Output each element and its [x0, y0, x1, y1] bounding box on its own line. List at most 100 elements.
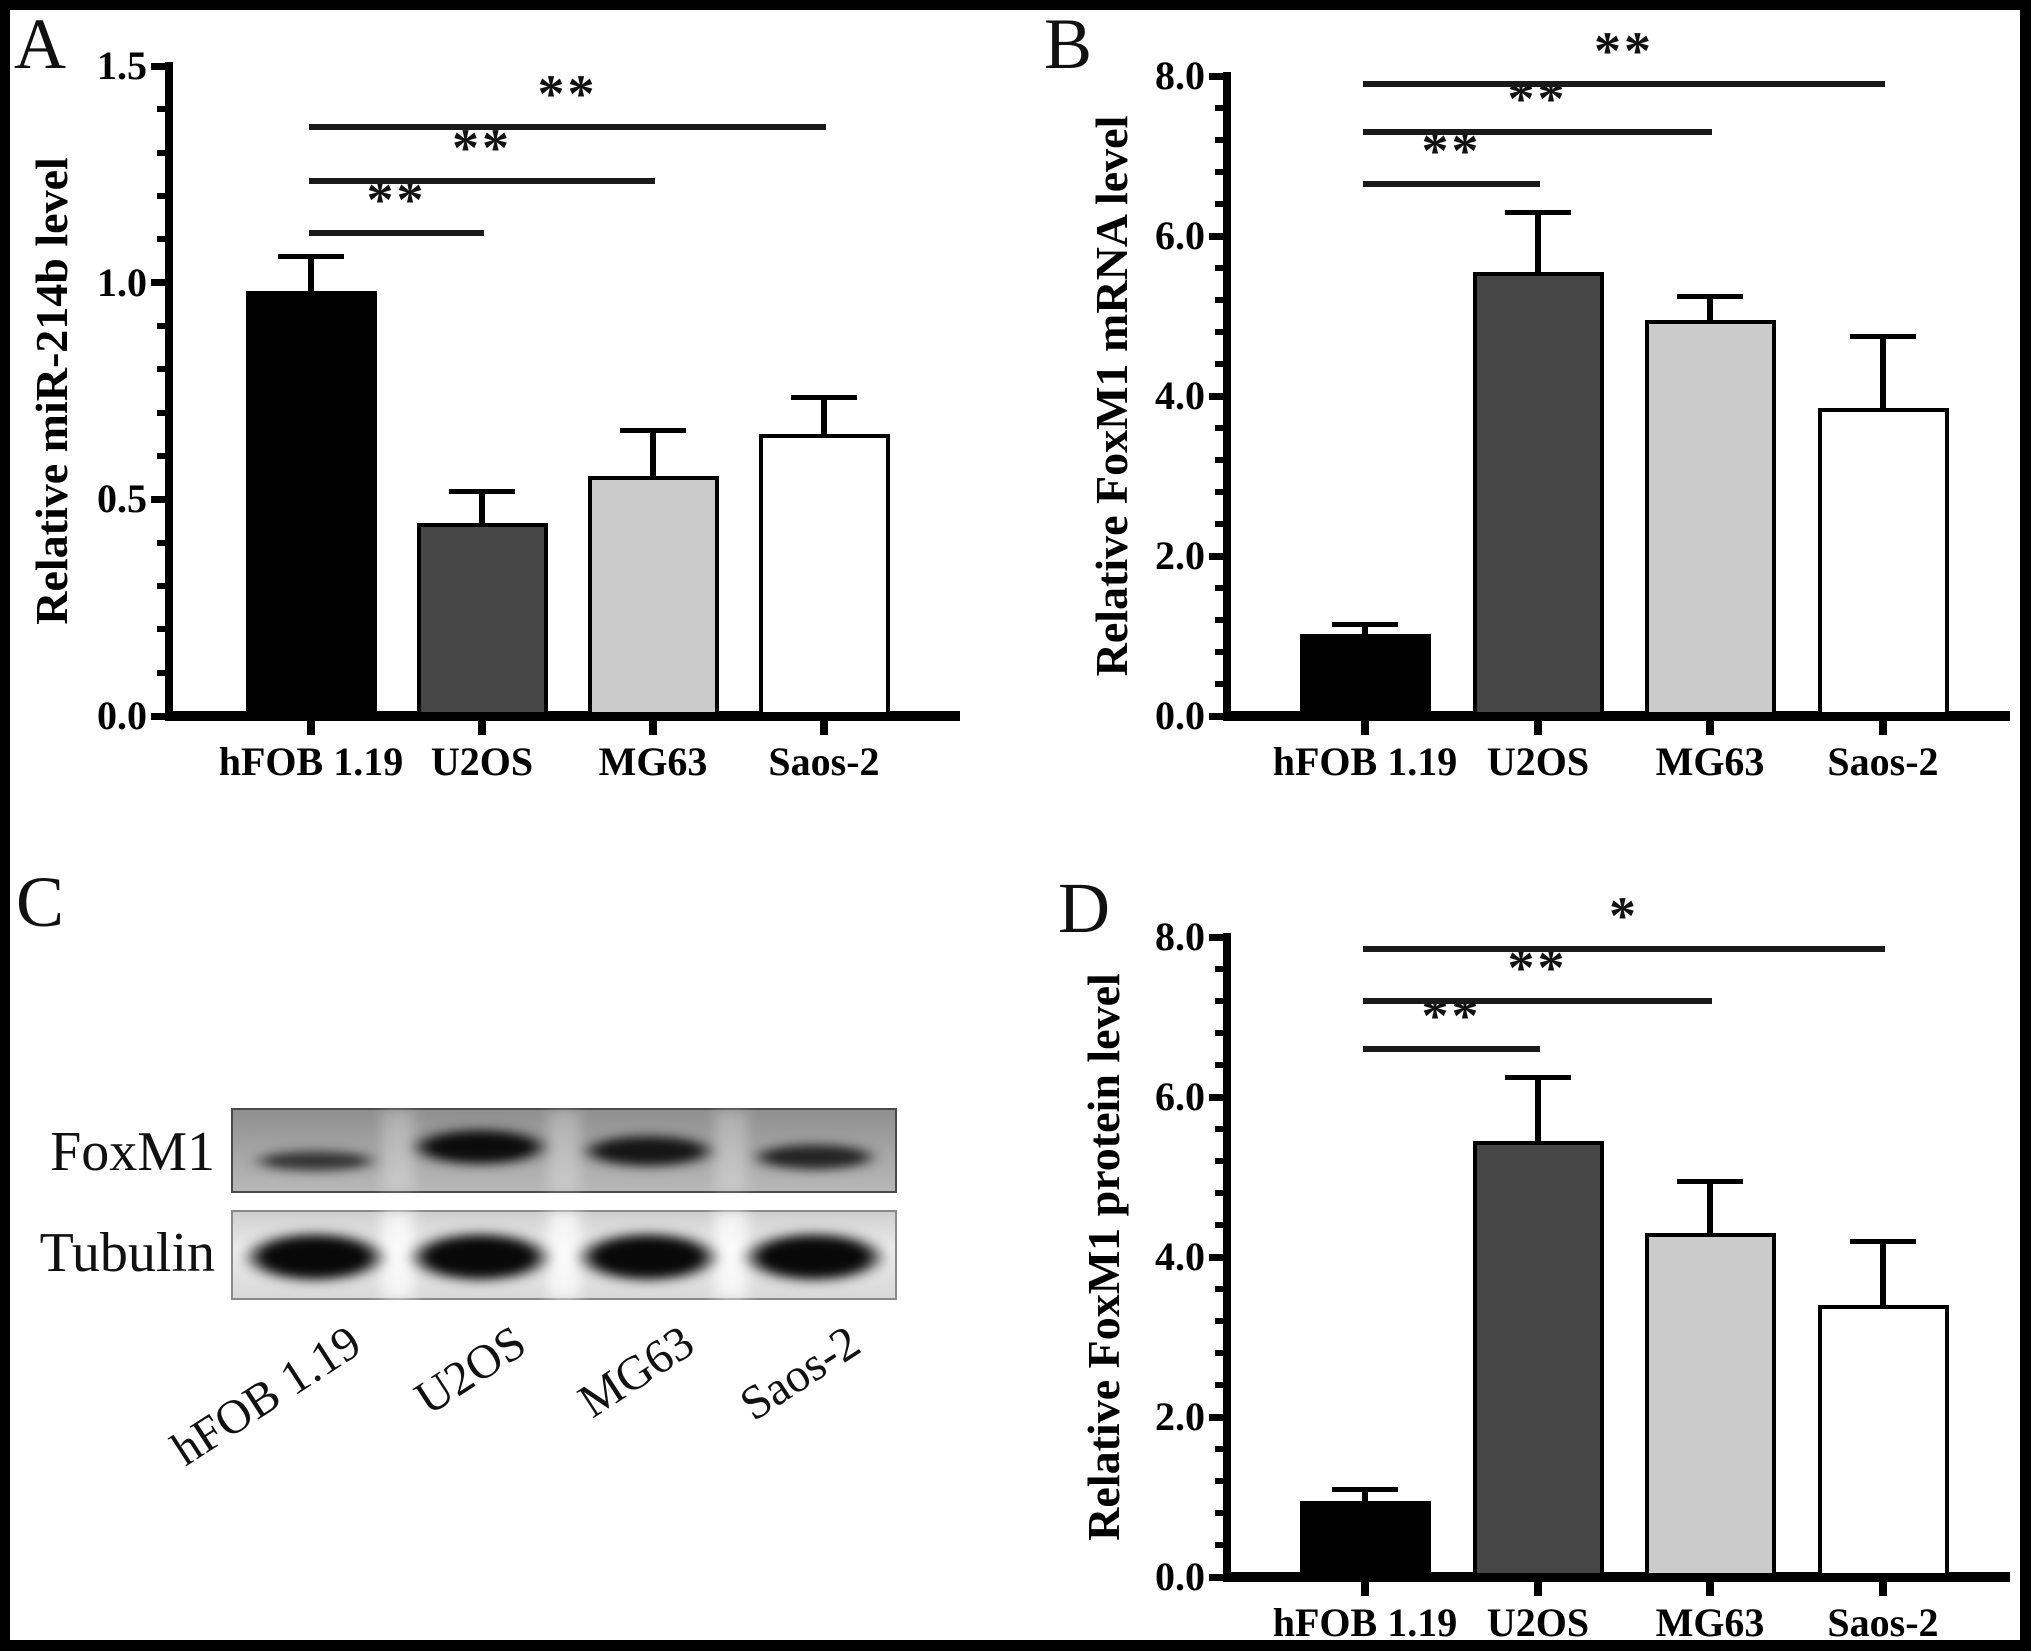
y-minor-tick-a [157, 626, 165, 633]
y-minor-tick-a [157, 583, 165, 589]
y-minor-tick-a [157, 236, 165, 243]
x-category-label-b: hFOB 1.19 [1272, 739, 1458, 784]
significance-stars-a: ** [537, 63, 598, 124]
significance-line-b [1363, 129, 1712, 135]
y-tick-label-a: 1.5 [97, 43, 147, 88]
y-minor-tick-b [1215, 649, 1223, 655]
y-major-tick-d [1209, 933, 1223, 941]
blot-band-foxm1-u2os [385, 1120, 575, 1173]
error-bar-cap-b [1850, 333, 1916, 339]
blot-lane-label-mg63: MG63 [569, 1315, 704, 1429]
bar-a-u2os [416, 523, 548, 716]
significance-stars-a: ** [452, 117, 512, 178]
blot-band-foxm1-hfob-1-19 [227, 1145, 403, 1176]
y-minor-tick-b [1215, 361, 1223, 367]
bar-a-saos-2 [758, 434, 890, 716]
significance-line-b [1363, 181, 1540, 187]
error-bar-stem-b [1707, 296, 1713, 320]
x-axis-line-a [165, 711, 960, 721]
y-minor-tick-d [1215, 1382, 1223, 1388]
y-major-tick-d [1209, 1253, 1223, 1261]
x-tick-b [1879, 721, 1887, 735]
x-category-label-b: U2OS [1486, 739, 1590, 784]
blot-band-tubulin-saos-2 [716, 1222, 912, 1292]
error-bar-cap-d [1505, 1074, 1571, 1080]
y-major-tick-b [1209, 552, 1223, 560]
y-minor-tick-a [157, 669, 165, 676]
error-bar-stem-a [650, 430, 656, 476]
y-tick-label-b: 4.0 [1155, 373, 1205, 418]
x-category-label-d: U2OS [1486, 1600, 1590, 1645]
y-minor-tick-a [157, 366, 165, 373]
x-category-label-a: MG63 [598, 739, 708, 784]
y-axis-line-b [1223, 72, 1231, 721]
significance-stars-d: * [1609, 886, 1639, 946]
error-bar-cap-b [1332, 621, 1398, 627]
y-tick-label-b: 0.0 [1155, 693, 1205, 738]
bar-b-saos-2 [1817, 408, 1949, 716]
y-minor-tick-b [1215, 457, 1223, 463]
error-bar-cap-b [1505, 209, 1571, 215]
error-bar-cap-d [1677, 1178, 1743, 1184]
y-minor-tick-a [157, 193, 165, 199]
y-minor-tick-d [1215, 1542, 1223, 1548]
y-tick-label-b: 2.0 [1155, 533, 1205, 578]
blot-lane-label-hfob-1-19: hFOB 1.19 [162, 1315, 371, 1477]
y-minor-tick-d [1215, 1286, 1223, 1292]
y-major-tick-b [1209, 712, 1223, 720]
y-tick-label-b: 8.0 [1155, 53, 1205, 98]
significance-line-d [1363, 946, 1885, 952]
bar-d-hfob-1-19 [1299, 1501, 1431, 1577]
y-major-tick-d [1209, 1413, 1223, 1421]
error-bar-cap-a [791, 395, 857, 400]
bar-d-u2os [1472, 1141, 1604, 1577]
bar-d-mg63 [1644, 1233, 1776, 1577]
y-tick-label-d: 2.0 [1155, 1394, 1205, 1439]
y-major-tick-b [1209, 232, 1223, 240]
x-tick-d [1361, 1582, 1369, 1596]
y-minor-tick-b [1215, 681, 1223, 687]
y-major-tick-b [1209, 72, 1223, 80]
y-minor-tick-d [1215, 1158, 1223, 1164]
y-minor-tick-b [1215, 297, 1223, 303]
y-minor-tick-d [1215, 1446, 1223, 1452]
error-bar-cap-a [278, 254, 344, 260]
y-minor-tick-b [1215, 169, 1223, 175]
significance-line-a [309, 123, 826, 130]
bar-a-mg63 [587, 475, 719, 716]
y-axis-title-a: Relative miR-214b level [26, 157, 77, 625]
error-bar-stem-d [1362, 1489, 1368, 1501]
panel-label-b: B [1044, 4, 1093, 84]
y-major-tick-a [151, 279, 165, 287]
y-tick-label-d: 4.0 [1155, 1234, 1205, 1279]
blot-row-label-foxm1: FoxM1 [50, 1121, 215, 1183]
error-bar-stem-d [1535, 1077, 1541, 1141]
y-major-tick-a [151, 495, 165, 503]
y-minor-tick-b [1215, 265, 1223, 271]
significance-line-d [1363, 998, 1712, 1004]
y-major-tick-b [1209, 392, 1223, 400]
x-tick-a [820, 721, 828, 735]
error-bar-cap-d [1850, 1238, 1916, 1244]
y-tick-label-a: 1.0 [97, 259, 147, 305]
blot-lane-label-u2os: U2OS [405, 1315, 536, 1426]
blot-lane-label-saos-2: Saos-2 [730, 1315, 870, 1432]
y-minor-tick-b [1215, 585, 1223, 591]
y-axis-line-a [165, 62, 173, 721]
bar-b-hfob-1-19 [1299, 634, 1431, 716]
y-minor-tick-d [1215, 1478, 1223, 1484]
y-minor-tick-d [1215, 1062, 1223, 1068]
x-category-label-d: MG63 [1655, 1600, 1765, 1645]
panel-label-d: D [1058, 868, 1110, 948]
y-minor-tick-a [157, 453, 165, 459]
x-tick-b [1361, 721, 1369, 735]
blot-band-foxm1-mg63 [555, 1127, 741, 1174]
y-tick-label-a: 0.5 [97, 476, 147, 522]
x-tick-d [1879, 1582, 1887, 1596]
bar-d-saos-2 [1817, 1305, 1949, 1577]
blot-band-tubulin-mg63 [550, 1222, 746, 1292]
y-tick-label-d: 0.0 [1155, 1554, 1205, 1599]
error-bar-stem-a [821, 397, 827, 435]
error-bar-stem-d [1880, 1241, 1886, 1305]
